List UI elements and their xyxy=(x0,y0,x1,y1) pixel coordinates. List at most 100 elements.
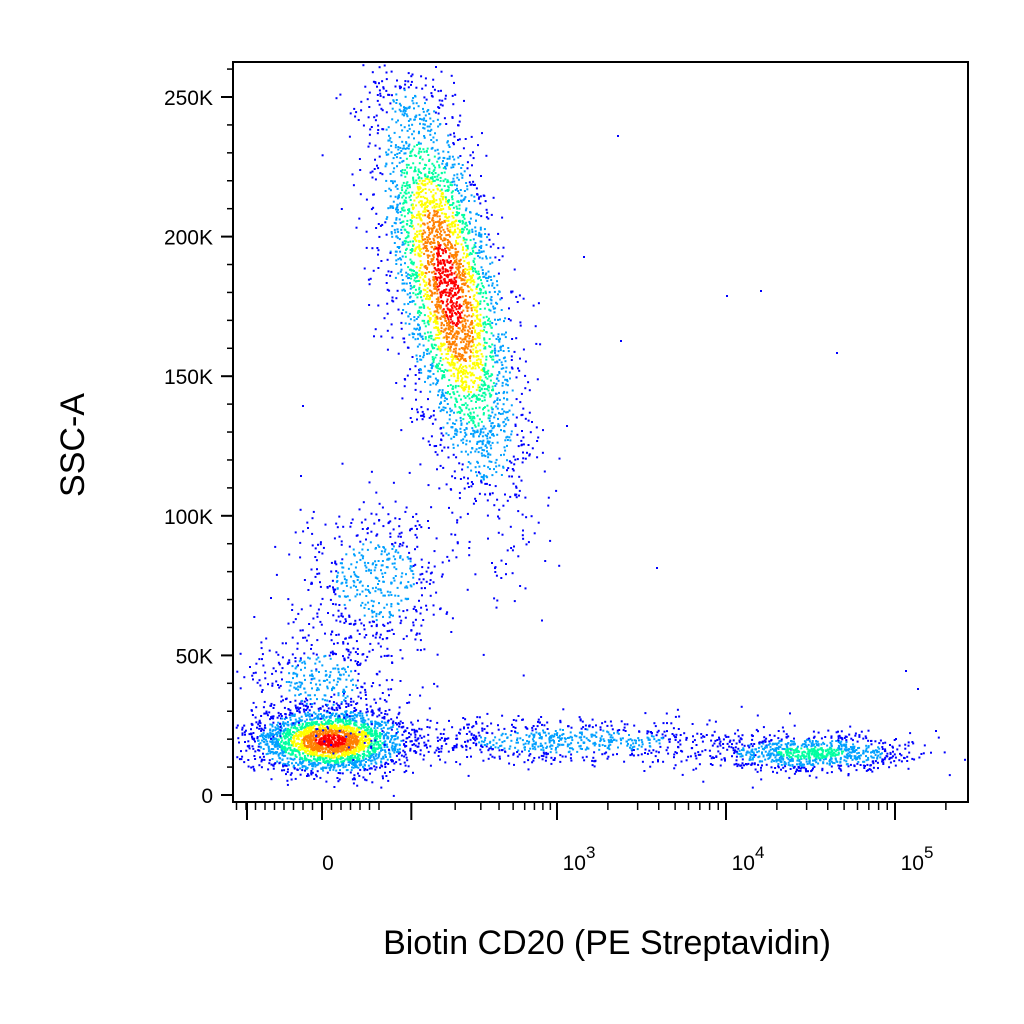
event-dot xyxy=(419,156,421,159)
event-dot xyxy=(342,738,345,740)
event-dot xyxy=(271,758,274,760)
event-dot xyxy=(409,747,412,750)
event-dot xyxy=(457,139,459,141)
event-dot xyxy=(319,738,322,741)
event-dot xyxy=(440,327,443,330)
event-dot xyxy=(459,313,461,315)
event-dot xyxy=(445,213,447,216)
event-dot xyxy=(298,720,301,723)
event-dot xyxy=(322,752,325,755)
event-dot xyxy=(463,413,466,416)
event-dot xyxy=(305,723,308,726)
event-dot xyxy=(319,707,322,710)
event-dot xyxy=(263,712,266,715)
event-dot xyxy=(404,242,407,245)
event-dot xyxy=(400,429,403,432)
event-dot xyxy=(429,133,432,136)
event-dot xyxy=(276,751,279,754)
event-dot xyxy=(325,722,328,725)
event-dot xyxy=(369,756,372,759)
event-dot xyxy=(438,269,441,271)
event-dot xyxy=(404,764,407,767)
event-dot xyxy=(470,320,473,322)
event-dot xyxy=(334,762,337,764)
event-dot xyxy=(354,764,357,767)
event-dot xyxy=(437,390,440,393)
event-dot xyxy=(405,107,408,110)
event-dot xyxy=(429,375,432,378)
event-dot xyxy=(416,296,419,299)
event-dot xyxy=(430,246,433,249)
event-dot xyxy=(270,717,273,720)
event-dot xyxy=(479,195,482,198)
event-dot xyxy=(484,200,487,203)
event-dot xyxy=(372,753,375,756)
event-dot xyxy=(360,737,363,740)
event-dot xyxy=(409,154,412,157)
event-dot xyxy=(423,179,426,182)
event-dot xyxy=(432,141,435,144)
event-dot xyxy=(423,295,425,297)
event-dot xyxy=(322,715,325,717)
event-dot xyxy=(279,713,282,715)
event-dot xyxy=(423,265,426,268)
event-dot xyxy=(423,136,426,139)
event-dot xyxy=(399,192,402,195)
event-dot xyxy=(349,744,352,747)
event-dot xyxy=(328,727,331,730)
event-dot xyxy=(324,738,327,740)
event-dot xyxy=(476,351,478,354)
event-dot xyxy=(359,714,362,717)
event-dot xyxy=(394,144,397,147)
event-dot xyxy=(401,397,404,400)
event-dot xyxy=(374,750,377,752)
event-dot xyxy=(433,292,436,295)
event-dot xyxy=(286,731,289,734)
event-dot xyxy=(478,377,481,380)
event-dot xyxy=(503,410,506,413)
event-dot xyxy=(322,717,325,720)
event-dot xyxy=(343,715,346,718)
event-dot xyxy=(402,110,405,113)
event-dot xyxy=(384,753,387,756)
event-dot xyxy=(272,764,275,767)
event-dot xyxy=(364,726,367,729)
event-dot xyxy=(499,337,501,340)
event-dot xyxy=(490,279,493,281)
event-dot xyxy=(360,732,362,735)
event-dot xyxy=(428,271,431,273)
event-dot xyxy=(403,771,406,774)
event-dot xyxy=(408,210,411,213)
event-dot xyxy=(274,726,277,729)
event-dot xyxy=(281,746,284,749)
event-dot xyxy=(400,170,403,173)
event-dot xyxy=(503,320,505,323)
event-dot xyxy=(453,163,456,166)
event-dot xyxy=(361,712,364,715)
event-dot xyxy=(446,157,449,160)
event-dot xyxy=(459,516,462,519)
event-dot xyxy=(252,747,255,750)
event-dot xyxy=(300,728,303,731)
event-dot xyxy=(340,702,343,705)
event-dot xyxy=(449,407,452,410)
event-dot xyxy=(470,321,473,324)
event-dot xyxy=(327,744,329,747)
event-dot xyxy=(439,232,441,235)
event-dot xyxy=(433,175,436,178)
event-dot xyxy=(475,376,478,379)
event-dot xyxy=(447,233,450,236)
event-dot xyxy=(449,181,452,184)
event-dot xyxy=(420,195,422,198)
event-dot xyxy=(238,758,241,761)
event-dot xyxy=(405,769,408,772)
event-dot xyxy=(312,763,315,766)
event-dot xyxy=(271,737,274,740)
event-dot xyxy=(357,746,360,748)
event-dot xyxy=(300,762,303,765)
event-dot xyxy=(289,712,292,715)
event-dot xyxy=(409,186,411,189)
event-dot xyxy=(524,417,527,420)
event-dot xyxy=(291,724,294,727)
event-dot xyxy=(468,421,471,424)
